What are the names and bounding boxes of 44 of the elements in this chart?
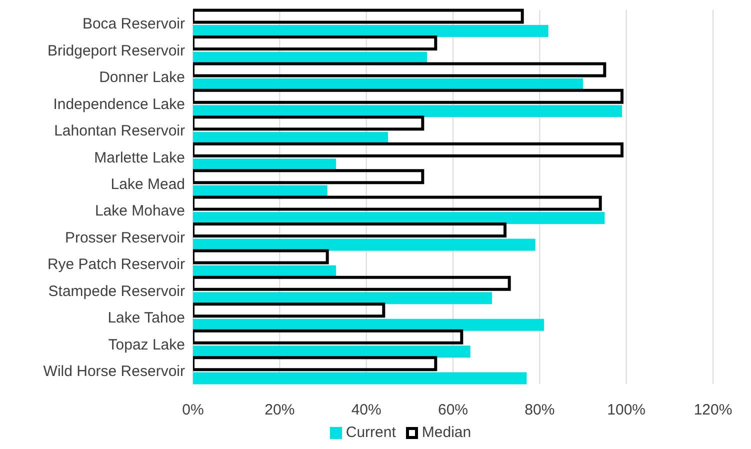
y-tick-label: Topaz Lake <box>108 336 185 354</box>
y-tick-label: Wild Horse Reservoir <box>43 362 185 380</box>
x-tick-label: 0% <box>182 402 204 419</box>
y-tick-label: Independence Lake <box>53 96 185 113</box>
y-tick-label: Marlette Lake <box>94 149 185 166</box>
y-tick-label: Lahontan Reservoir <box>54 122 185 140</box>
bar <box>193 25 548 37</box>
legend-label: Median <box>420 424 472 441</box>
bar <box>193 105 622 118</box>
x-tick-label: 80% <box>524 402 555 419</box>
bar <box>193 249 329 264</box>
y-tick-label: Stampede Reservoir <box>48 282 185 300</box>
y-tick-label: Donner Lake <box>99 69 185 86</box>
y-tick-label: Lake Mohave <box>94 202 185 220</box>
bar <box>193 292 492 304</box>
bar <box>193 318 544 331</box>
x-tick-label: 100% <box>607 402 646 419</box>
bar <box>193 329 464 344</box>
bar <box>193 36 438 50</box>
y-tick-label: Boca Reservoir <box>82 16 185 33</box>
y-tick-label: Lake Mead <box>110 176 185 193</box>
x-tick-label: 20% <box>264 402 295 419</box>
bar <box>193 212 605 224</box>
y-tick-label: Rye Patch Reservoir <box>47 256 185 274</box>
bar <box>193 196 602 211</box>
bar <box>193 302 386 318</box>
bar <box>193 238 536 251</box>
x-tick-label: 120% <box>694 402 732 419</box>
bar <box>193 276 511 291</box>
bar <box>193 8 524 24</box>
bar <box>193 142 624 158</box>
bar <box>193 116 424 131</box>
bar <box>193 356 438 372</box>
bar <box>193 222 506 238</box>
x-tick-label: 60% <box>438 402 468 419</box>
x-tick-label: 40% <box>351 402 382 419</box>
bar <box>193 372 527 384</box>
y-tick-label: Prosser Reservoir <box>64 229 186 246</box>
legend-label: Current <box>344 424 396 441</box>
bar <box>193 62 606 78</box>
y-tick-label: Lake Tahoe <box>108 310 185 327</box>
bar <box>193 169 424 184</box>
bar <box>193 88 624 104</box>
y-tick-label: Bridgeport Reservoir <box>47 42 185 60</box>
